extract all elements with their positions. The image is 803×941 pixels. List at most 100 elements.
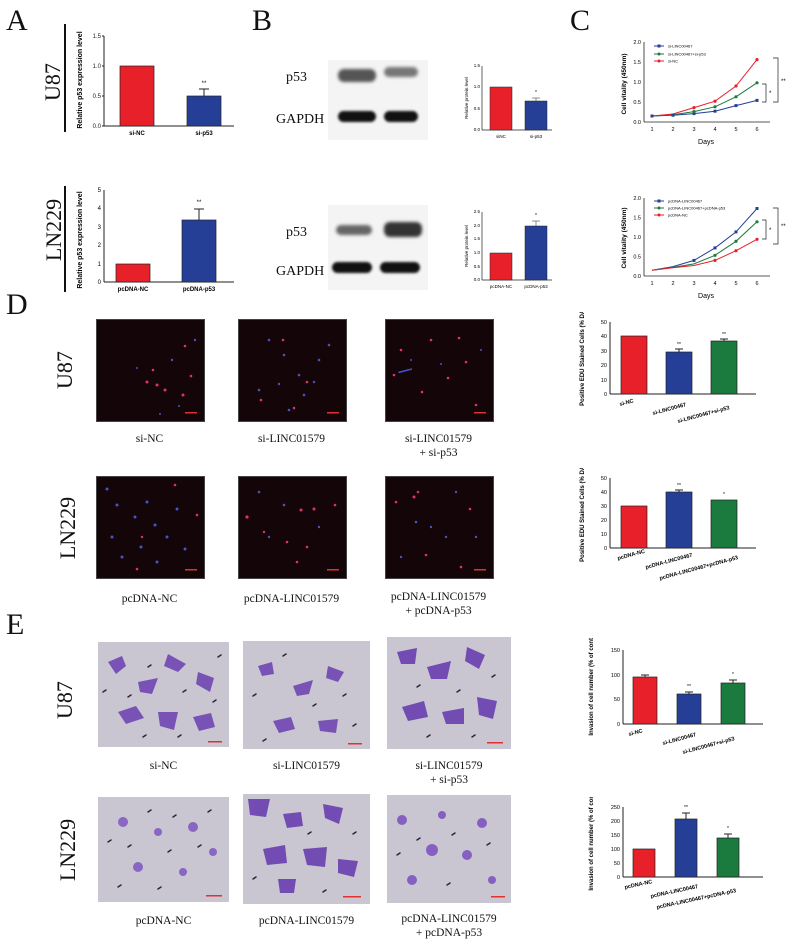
svg-text:3: 3 [692, 127, 695, 133]
divider-a-ln229 [64, 186, 66, 292]
svg-text:pcDNA-LINC00467+pcDNA-p53: pcDNA-LINC00467+pcDNA-p53 [668, 206, 726, 211]
svg-text:**: ** [684, 805, 688, 811]
transwell-image-ln229-pcdna-nc [98, 797, 229, 902]
svg-text:0.5: 0.5 [633, 100, 641, 106]
svg-text:pcDNA-NC: pcDNA-NC [617, 549, 646, 562]
svg-text:6: 6 [755, 127, 758, 133]
svg-text:5: 5 [734, 127, 737, 133]
svg-text:1.0: 1.0 [93, 64, 102, 70]
caption-e-ln229-3a: pcDNA-LINC01579 [401, 913, 497, 925]
chart-d-ln229: Positive EDU Stained Cells (% DAPI) 0 10… [580, 468, 756, 582]
svg-text:50: 50 [601, 476, 607, 482]
svg-text:0.0: 0.0 [633, 120, 641, 126]
svg-text:150: 150 [611, 833, 620, 839]
caption-d-ln229-3b: + pcDNA-p53 [405, 605, 472, 617]
legend: si-LINC00467 si-LINC00467+si-p53 si-NC [654, 44, 706, 64]
y-axis-label: Relative p53 expression level [77, 31, 84, 128]
svg-text:*: * [769, 228, 772, 234]
svg-text:pcDNA-NC: pcDNA-NC [118, 287, 149, 293]
caption-e-ln229-3b: + pcDNA-p53 [415, 927, 483, 939]
chart-b-u87: Relative protein level 0.0 0.5 1.0 1.5 *… [464, 63, 552, 139]
svg-text:1.0: 1.0 [633, 80, 641, 86]
edu-image-u87-si-nc [96, 319, 205, 422]
transwell-image-u87-si-linc01579-si-p53 [387, 637, 511, 749]
svg-text:1: 1 [98, 262, 102, 268]
svg-text:100: 100 [611, 673, 620, 679]
caption-e-u87-1: si-NC [149, 760, 178, 772]
svg-text:4: 4 [98, 206, 102, 212]
svg-text:si-LINC00467: si-LINC00467 [662, 732, 697, 747]
panel-letter-c: C [570, 4, 591, 37]
svg-text:**: ** [781, 224, 786, 230]
svg-text:1: 1 [650, 127, 653, 133]
svg-text:0.5: 0.5 [474, 264, 481, 269]
caption-d-u87-3a: si-LINC01579 [404, 433, 473, 445]
svg-text:Days: Days [698, 293, 714, 300]
caption-d-ln229-1: pcDNA-NC [121, 593, 178, 605]
svg-text:20: 20 [601, 363, 607, 369]
chart-c-u87: Cell vitality (450nm) 0.0 0.5 1.0 1.5 2.… [621, 40, 786, 146]
svg-text:0.5: 0.5 [633, 255, 641, 261]
svg-text:2: 2 [671, 281, 674, 287]
svg-text:Positive EDU Stained Cells (%: Positive EDU Stained Cells (% DAPI) [580, 312, 586, 406]
svg-text:**: ** [687, 684, 691, 690]
edu-image-ln229-pcdna-nc [96, 476, 205, 579]
panel-letter-e: E [6, 608, 25, 641]
svg-text:2: 2 [98, 243, 102, 249]
panel-letter-a: A [6, 4, 28, 37]
svg-text:Cell vitality (450nm): Cell vitality (450nm) [621, 207, 628, 268]
svg-text:2.0: 2.0 [474, 223, 481, 228]
svg-text:10: 10 [601, 532, 607, 538]
caption-e-ln229-2: pcDNA-LINC01579 [258, 915, 355, 927]
svg-text:0: 0 [617, 875, 620, 881]
svg-text:0.0: 0.0 [474, 127, 481, 132]
svg-text:5: 5 [734, 281, 737, 287]
svg-text:30: 30 [601, 349, 607, 355]
edu-image-u87-si-linc01579-si-p53 [385, 319, 494, 422]
row-label-d-ln229: LN229 [55, 496, 80, 560]
svg-text:0: 0 [617, 722, 620, 728]
svg-text:2.5: 2.5 [474, 209, 481, 214]
transwell-image-u87-si-nc [98, 642, 229, 747]
svg-text:1.5: 1.5 [474, 63, 481, 68]
svg-text:pcDNA-NC: pcDNA-NC [668, 213, 688, 218]
svg-text:Invasion of cell number (% of: Invasion of cell number (% of control) [589, 638, 595, 736]
svg-text:3: 3 [692, 281, 695, 287]
svg-text:10: 10 [601, 378, 607, 384]
svg-text:1.5: 1.5 [633, 216, 641, 222]
svg-text:siNC: siNC [496, 134, 506, 139]
svg-text:Cell vitality (450nm): Cell vitality (450nm) [621, 53, 628, 114]
svg-text:5: 5 [98, 188, 102, 194]
svg-text:1: 1 [650, 281, 653, 287]
svg-text:Relative protein level: Relative protein level [464, 225, 469, 267]
western-blot-ln229 [328, 205, 428, 290]
chart-e-u87: Invasion of cell number (% of control) 0… [589, 638, 763, 756]
svg-text:1.0: 1.0 [474, 250, 481, 255]
svg-text:3: 3 [98, 225, 102, 231]
svg-text:50: 50 [614, 697, 620, 703]
svg-text:pcDNA-p53: pcDNA-p53 [524, 284, 548, 289]
svg-text:100: 100 [611, 847, 620, 853]
svg-text:si-LINC00467: si-LINC00467 [668, 44, 693, 49]
svg-text:1.0: 1.0 [633, 235, 641, 241]
svg-text:**: ** [202, 81, 207, 87]
blot-label-gapdh-ln229: GAPDH [276, 264, 325, 279]
svg-text:si-NC: si-NC [129, 131, 145, 137]
svg-text:50: 50 [601, 320, 607, 326]
bar-si-p53 [186, 95, 222, 127]
edu-image-ln229-pcdna-linc01579 [238, 476, 347, 579]
svg-text:2: 2 [671, 127, 674, 133]
svg-text:Invasion of cell number (% of: Invasion of cell number (% of control) [589, 797, 595, 891]
caption-e-u87-3a: si-LINC01579 [415, 760, 483, 772]
svg-text:si-NC: si-NC [619, 398, 634, 408]
bar-si-nc [119, 65, 155, 127]
svg-text:pcDNA-NC: pcDNA-NC [490, 284, 513, 289]
transwell-image-u87-si-linc01579 [243, 641, 370, 749]
blot-label-p53-u87: p53 [286, 70, 307, 85]
chart-b-ln229: Relative protein level 0.0 0.5 1.0 1.5 2… [464, 209, 552, 289]
x-axis-label: Days [698, 139, 714, 146]
svg-text:200: 200 [611, 819, 620, 825]
edu-image-u87-si-linc01579 [238, 319, 347, 422]
row-label-e-ln229: LN229 [55, 818, 80, 882]
svg-text:20: 20 [601, 518, 607, 524]
